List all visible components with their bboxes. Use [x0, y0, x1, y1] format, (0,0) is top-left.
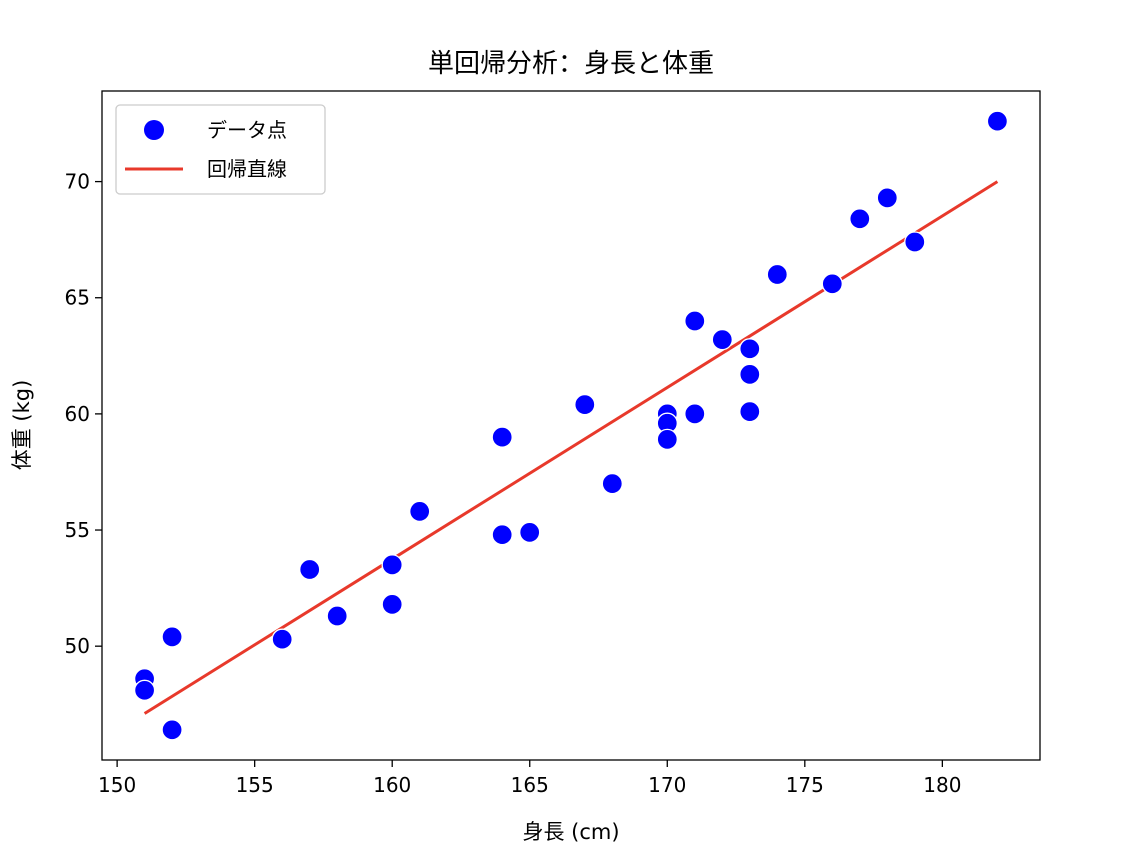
x-tick-label: 150	[98, 773, 136, 797]
data-point-23	[739, 400, 761, 423]
x-tick-label: 175	[786, 773, 824, 797]
x-tick-label: 170	[648, 773, 686, 797]
data-point-10	[491, 426, 513, 448]
data-point-1	[133, 679, 156, 701]
plot-area	[133, 110, 1009, 741]
y-axis-label: 体重 (kg)	[10, 380, 34, 471]
regression-line	[143, 180, 999, 715]
data-point-22	[739, 363, 761, 386]
points-layer	[133, 110, 1009, 741]
chart-title: 単回帰分析：身長と体重	[428, 49, 714, 79]
data-point-17	[656, 428, 678, 451]
x-tick-label: 160	[373, 773, 411, 797]
data-point-9	[409, 500, 431, 523]
x-tick-label: 165	[511, 773, 549, 797]
data-point-25	[821, 273, 843, 295]
data-point-5	[299, 558, 321, 581]
data-point-11	[491, 524, 513, 546]
legend-scatter-marker	[144, 120, 164, 140]
legend-label-line: 回帰直線	[207, 157, 287, 181]
y-tick-label: 65	[65, 286, 90, 310]
legend-box	[115, 104, 326, 195]
data-point-21	[739, 338, 761, 360]
x-axis: 150 155 160 165 170 175 180	[98, 760, 961, 797]
data-point-2	[161, 626, 183, 648]
y-tick-label: 70	[65, 170, 90, 194]
x-axis-label: 身長 (cm)	[522, 820, 619, 844]
legend: データ点 回帰直線	[115, 104, 326, 195]
regression-layer	[143, 180, 999, 715]
data-point-19	[684, 403, 706, 425]
data-point-6	[326, 605, 348, 627]
data-point-28	[904, 231, 926, 253]
x-tick-label: 155	[236, 773, 274, 797]
data-point-14	[601, 472, 623, 495]
data-point-13	[574, 393, 596, 416]
data-point-20	[711, 328, 733, 351]
data-point-24	[766, 263, 788, 286]
data-point-4	[271, 628, 293, 650]
data-point-29	[986, 110, 1009, 132]
data-point-3	[161, 719, 183, 741]
data-point-18	[684, 310, 706, 332]
y-tick-label: 60	[65, 402, 90, 426]
y-axis: 50 55 60 65 70	[65, 170, 102, 658]
x-tick-label: 180	[923, 773, 961, 797]
data-point-7	[381, 554, 403, 576]
data-point-12	[519, 521, 541, 544]
data-point-8	[381, 593, 403, 616]
plot-frame	[101, 90, 1041, 761]
legend-label-points: データ点	[207, 118, 287, 142]
y-tick-label: 50	[65, 634, 90, 658]
y-tick-label: 55	[65, 518, 90, 542]
data-point-26	[849, 208, 871, 230]
data-point-27	[876, 187, 898, 209]
